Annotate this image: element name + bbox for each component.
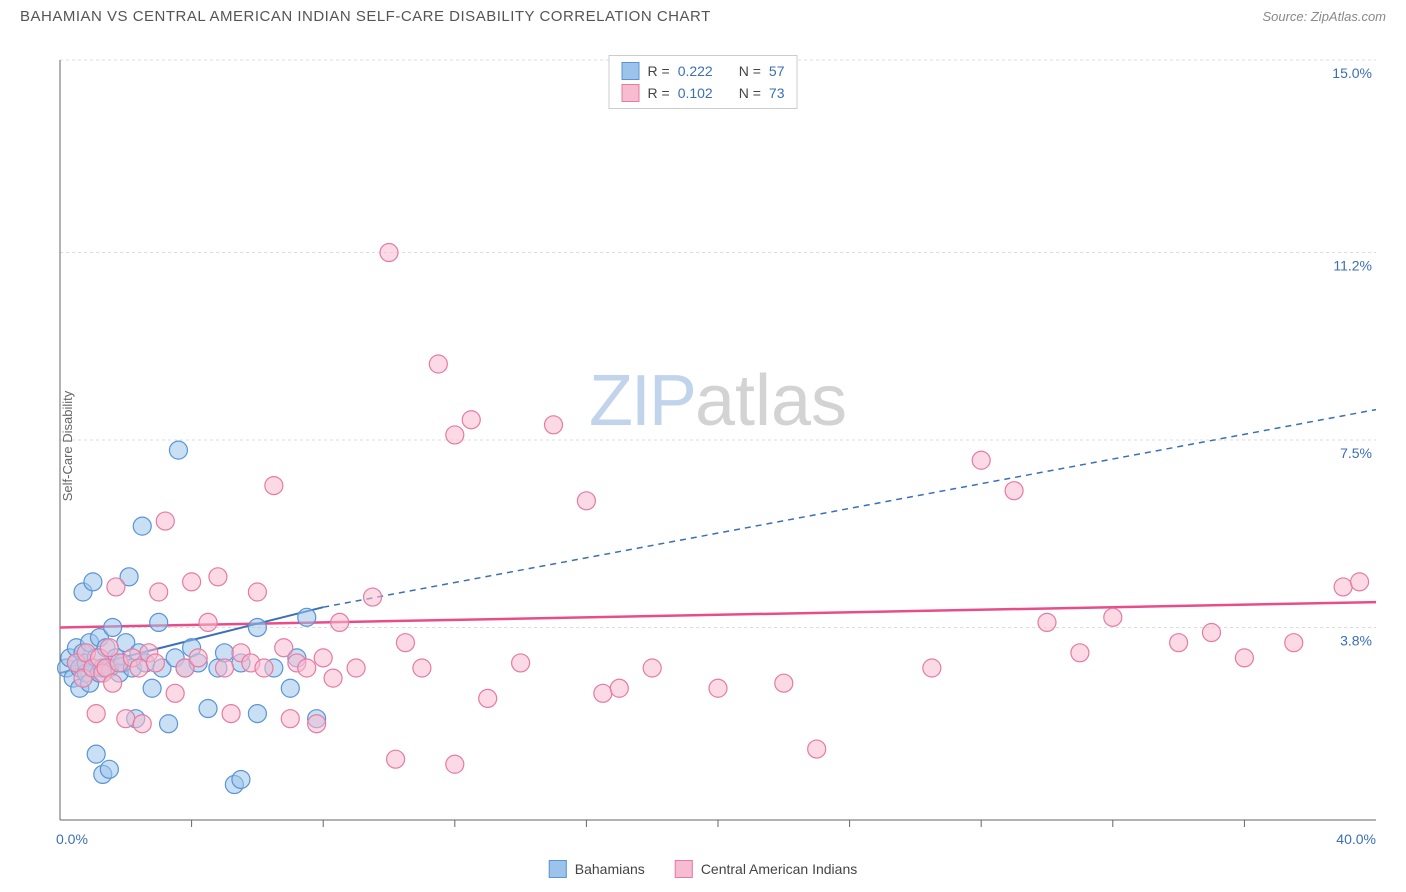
svg-text:11.2%: 11.2% xyxy=(1333,258,1372,274)
svg-text:7.5%: 7.5% xyxy=(1340,445,1372,461)
series-legend: Bahamians Central American Indians xyxy=(549,860,857,878)
legend-label-1: Bahamians xyxy=(575,861,645,877)
source-attribution: Source: ZipAtlas.com xyxy=(1262,9,1386,24)
n-value-1: 57 xyxy=(769,63,785,79)
r-value-1: 0.222 xyxy=(678,63,713,79)
r-value-2: 0.102 xyxy=(678,85,713,101)
legend-item-1: Bahamians xyxy=(549,860,645,878)
chart-title: BAHAMIAN VS CENTRAL AMERICAN INDIAN SELF… xyxy=(20,8,711,25)
swatch-series-2 xyxy=(622,84,640,102)
legend-label-2: Central American Indians xyxy=(701,861,857,877)
correlation-legend: R = 0.222 N = 57 R = 0.102 N = 73 xyxy=(609,55,798,109)
n-label-2: N = xyxy=(739,85,761,101)
n-value-2: 73 xyxy=(769,85,785,101)
chart-area: 3.8%7.5%11.2%15.0%0.0%40.0% ZIPatlas xyxy=(50,50,1386,847)
r-label-2: R = xyxy=(648,85,670,101)
r-label-1: R = xyxy=(648,63,670,79)
scatter-chart-svg: 3.8% 7.5% 11.2% 15.0% 0.0% 40.0% xyxy=(50,50,1386,847)
legend-swatch-2 xyxy=(675,860,693,878)
swatch-series-1 xyxy=(622,62,640,80)
svg-text:3.8%: 3.8% xyxy=(1340,632,1372,648)
correlation-row-1: R = 0.222 N = 57 xyxy=(618,60,789,82)
legend-swatch-1 xyxy=(549,860,567,878)
n-label-1: N = xyxy=(739,63,761,79)
header-bar: BAHAMIAN VS CENTRAL AMERICAN INDIAN SELF… xyxy=(0,0,1406,33)
correlation-row-2: R = 0.102 N = 73 xyxy=(618,82,789,104)
svg-text:40.0%: 40.0% xyxy=(1336,831,1376,847)
legend-item-2: Central American Indians xyxy=(675,860,857,878)
svg-text:15.0%: 15.0% xyxy=(1332,65,1372,81)
svg-text:0.0%: 0.0% xyxy=(56,831,88,847)
